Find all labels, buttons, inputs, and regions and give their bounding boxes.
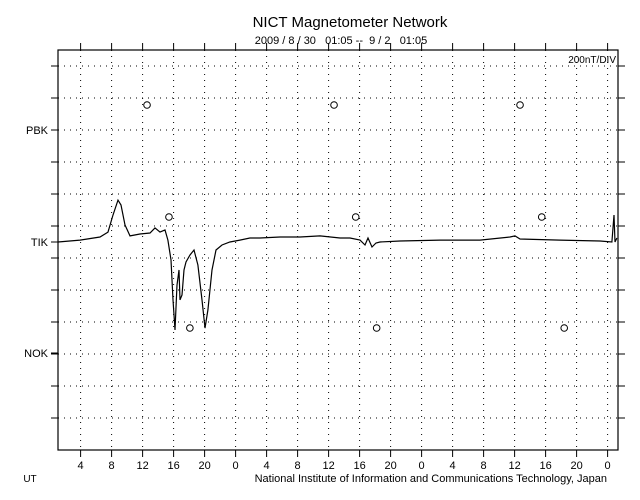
x-tick-label: 20 bbox=[198, 460, 210, 472]
marker-circle bbox=[560, 324, 569, 332]
marker-circle bbox=[351, 213, 360, 221]
x-tick-label: 20 bbox=[384, 460, 396, 472]
x-tick-label: 12 bbox=[508, 460, 520, 472]
station-label-tik: TIK bbox=[31, 237, 49, 249]
x-tick-label: 0 bbox=[419, 460, 425, 472]
x-tick-label: 12 bbox=[322, 460, 334, 472]
x-tick-label: 8 bbox=[481, 460, 487, 472]
footer: National Institute of Information and Co… bbox=[255, 473, 607, 485]
scale-label: 200nT/DIV bbox=[568, 55, 616, 66]
chart-subtitle: 2009 / 8 / 30 01:05 -- 9 / 2 01:05 bbox=[255, 35, 427, 47]
grid bbox=[58, 50, 618, 450]
x-tick-label: 0 bbox=[233, 460, 239, 472]
marker-circle bbox=[165, 213, 173, 221]
plot-frame bbox=[57, 49, 619, 451]
marker-circle bbox=[186, 324, 194, 332]
traces bbox=[57, 198, 618, 331]
marker-circle bbox=[537, 213, 546, 221]
station-label-nok: NOK bbox=[24, 348, 49, 360]
xlabel: UT bbox=[23, 474, 36, 485]
x-tick-label: 16 bbox=[353, 460, 365, 472]
x-tick-label: 4 bbox=[78, 460, 84, 472]
trace-tik bbox=[57, 198, 618, 331]
chart-title: NICT Magnetometer Network bbox=[253, 14, 448, 31]
x-tick-label: 16 bbox=[167, 460, 179, 472]
x-tick-label: 4 bbox=[264, 460, 270, 472]
station-labels: PBK TIK NOK bbox=[24, 125, 58, 360]
axis-ticks: 4 8 12 16 20 0 4 8 12 16 20 0 4 8 12 16 20 0 bbox=[51, 43, 625, 472]
x-tick-label: 8 bbox=[295, 460, 301, 472]
x-tick-label: 8 bbox=[109, 460, 115, 472]
x-tick-label: 4 bbox=[450, 460, 456, 472]
x-tick-label: 12 bbox=[136, 460, 148, 472]
marker-circle bbox=[516, 101, 524, 109]
marker-circle bbox=[330, 101, 338, 109]
marker-circle bbox=[372, 324, 381, 332]
x-tick-label: 16 bbox=[539, 460, 551, 472]
marker-circle bbox=[143, 101, 151, 109]
markers bbox=[143, 101, 569, 332]
x-tick-label: 20 bbox=[570, 460, 582, 472]
station-label-pbk: PBK bbox=[26, 125, 49, 137]
x-tick-label: 0 bbox=[605, 460, 611, 472]
